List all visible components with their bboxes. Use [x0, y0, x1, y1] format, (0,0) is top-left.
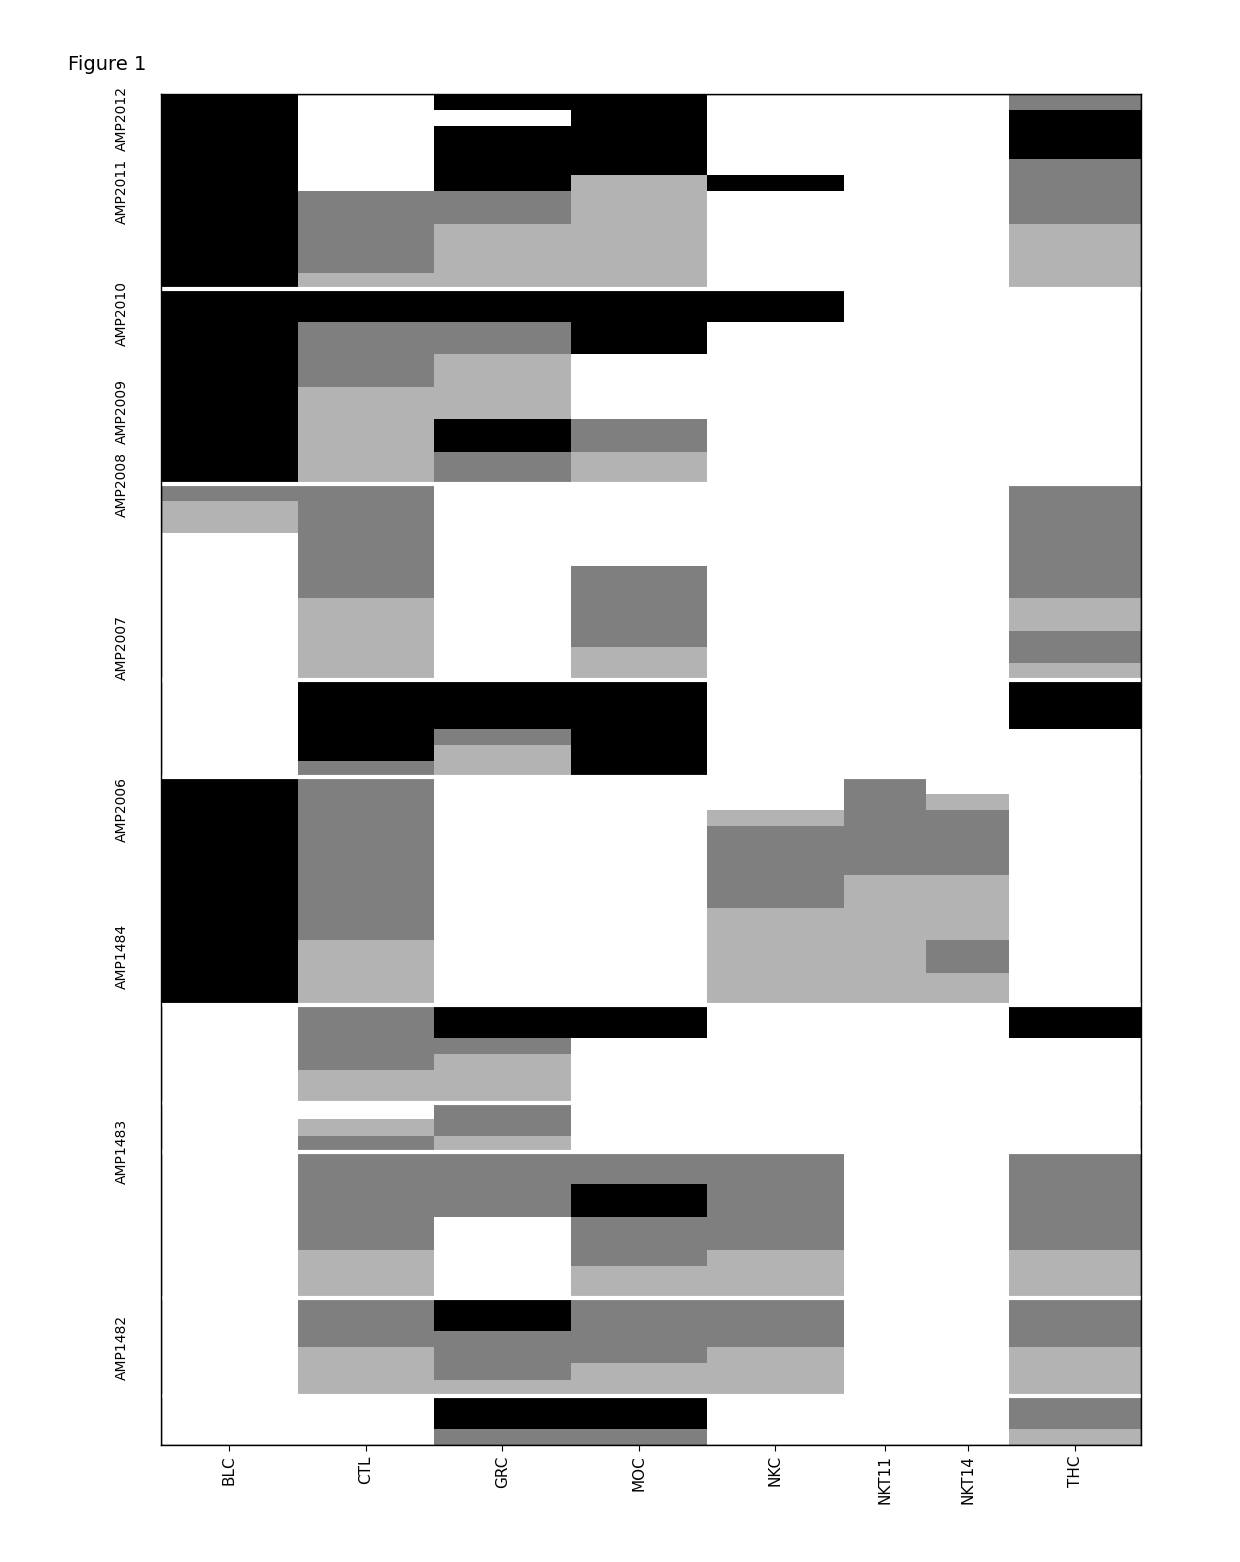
Text: Figure 1: Figure 1	[68, 55, 146, 75]
Text: AMP1482: AMP1482	[115, 1315, 129, 1379]
Text: AMP2008: AMP2008	[115, 451, 129, 517]
Text: AMP2010: AMP2010	[115, 281, 129, 345]
Text: AMP2009: AMP2009	[115, 378, 129, 444]
Text: AMP2012: AMP2012	[115, 86, 129, 150]
Text: AMP1483: AMP1483	[115, 1120, 129, 1184]
Text: AMP2011: AMP2011	[115, 159, 129, 223]
Text: AMP2006: AMP2006	[115, 778, 129, 842]
Text: AMP1484: AMP1484	[115, 925, 129, 989]
Text: AMP2007: AMP2007	[115, 615, 129, 679]
